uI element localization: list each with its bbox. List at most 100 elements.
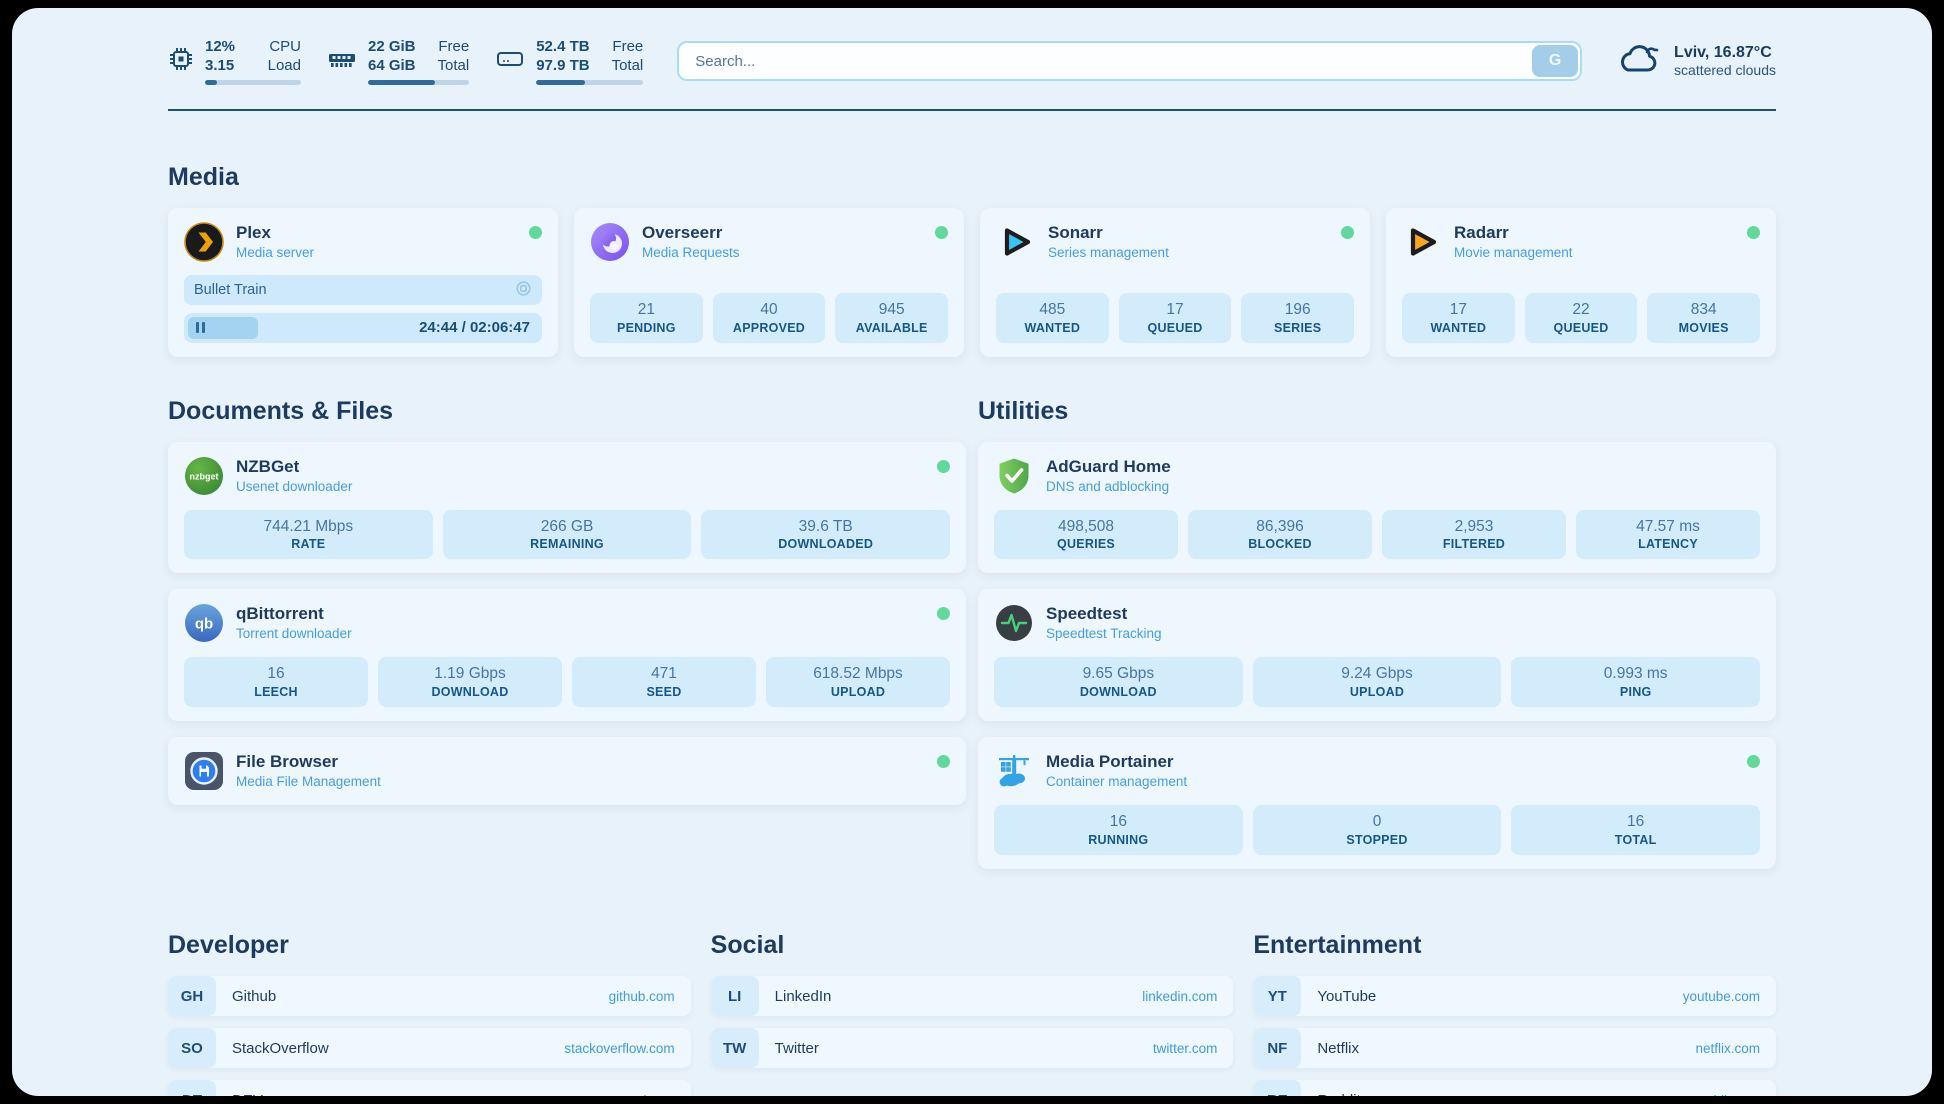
- stat-box-value: 40: [760, 300, 778, 318]
- system-stats: 12% 3.15 CPU Load 22 GiB 64 GiB: [168, 38, 644, 85]
- cpu-icon: [168, 46, 194, 77]
- stat-box-label: DOWNLOADED: [778, 537, 874, 552]
- link-url: linkedin.com: [1142, 988, 1218, 1004]
- status-online-dot: [1747, 225, 1760, 239]
- app-header[interactable]: Overseerr Media Requests: [590, 222, 948, 262]
- app-name: qBittorrent: [236, 604, 324, 624]
- link-badge: DT: [168, 1080, 216, 1096]
- app-subtitle: Speedtest Tracking: [1046, 626, 1162, 642]
- stat-box-label: BLOCKED: [1248, 537, 1312, 552]
- section-title-media: Media: [168, 162, 239, 191]
- app-name: Plex: [236, 222, 271, 242]
- adguard-icon: [994, 456, 1034, 496]
- app-card-nzbget[interactable]: nzbget NZBGet Usenet downloader 744.21 M…: [168, 441, 966, 574]
- link-row-linkedin[interactable]: LI LinkedIn linkedin.com: [710, 976, 1234, 1017]
- status-online-dot: [935, 225, 948, 239]
- app-header[interactable]: File Browser Media File Management: [184, 751, 950, 791]
- stat-box-value: 16: [1109, 813, 1127, 831]
- app-card-file-browser[interactable]: File Browser Media File Management: [168, 737, 966, 806]
- app-name: Sonarr: [1048, 222, 1103, 242]
- app-name: File Browser: [236, 752, 339, 772]
- link-row-youtube[interactable]: YT YouTube youtube.com: [1253, 976, 1776, 1017]
- link-url: netflix.com: [1695, 1040, 1760, 1056]
- app-subtitle: Series management: [1048, 244, 1169, 260]
- stat-box: 618.52 Mbps UPLOAD: [766, 657, 950, 708]
- link-row-twitter[interactable]: TW Twitter twitter.com: [710, 1028, 1234, 1069]
- svg-text:qb: qb: [195, 616, 213, 633]
- section-title-social: Social: [710, 931, 785, 960]
- link-name: DEV: [232, 1092, 263, 1096]
- nzbget-icon: nzbget: [184, 456, 224, 496]
- link-column-entertainment: Entertainment YT YouTube youtube.com NF …: [1253, 931, 1776, 1096]
- radarr-icon: [1402, 222, 1442, 262]
- weather-location-temp: Lviv, 16.87°C: [1674, 44, 1772, 62]
- search-engine-button[interactable]: G: [1532, 45, 1579, 78]
- stat-box-label: QUERIES: [1056, 537, 1115, 552]
- session-settings-button[interactable]: [515, 280, 532, 300]
- stat-box: 471 SEED: [572, 657, 756, 708]
- app-header[interactable]: Radarr Movie management: [1402, 222, 1760, 262]
- link-url: twitter.com: [1152, 1040, 1218, 1056]
- stat-box-label: STOPPED: [1346, 833, 1408, 848]
- app-header[interactable]: Media Portainer Container management: [994, 751, 1760, 791]
- stat-box: 834 MOVIES: [1647, 292, 1761, 343]
- status-online-dot: [937, 755, 950, 769]
- weather-condition: scattered clouds: [1674, 62, 1776, 79]
- stat-box-label: REMAINING: [530, 537, 604, 552]
- link-url: youtube.com: [1682, 988, 1760, 1004]
- stat-label-top: Free: [612, 38, 644, 55]
- app-card-adguard-home[interactable]: AdGuard Home DNS and adblocking 498,508 …: [978, 441, 1776, 574]
- app-header[interactable]: nzbget NZBGet Usenet downloader: [184, 456, 950, 496]
- stat-box-value: 744.21 Mbps: [263, 517, 354, 535]
- app-card-media-portainer[interactable]: Media Portainer Container management 16 …: [978, 737, 1776, 870]
- stat-box-value: 945: [878, 300, 905, 318]
- stat-box-value: 266 GB: [540, 517, 594, 535]
- link-badge: NF: [1253, 1028, 1302, 1069]
- link-badge: YT: [1253, 976, 1302, 1017]
- link-name: Github: [232, 987, 277, 1005]
- app-card-radarr[interactable]: Radarr Movie management 17 WANTED 22 QUE…: [1386, 207, 1776, 357]
- overseerr-icon: [590, 222, 630, 262]
- plex-icon: [184, 221, 224, 262]
- link-name: YouTube: [1317, 987, 1377, 1005]
- app-card-qbittorrent[interactable]: qb qBittorrent Torrent downloader 16 LEE…: [168, 589, 966, 722]
- app-card-overseerr[interactable]: Overseerr Media Requests 21 PENDING 40 A…: [574, 207, 964, 357]
- app-header[interactable]: Plex Media server: [184, 221, 542, 262]
- app-name: Speedtest: [1046, 604, 1128, 624]
- link-name: Twitter: [774, 1039, 819, 1057]
- qbittorrent-icon: qb: [184, 603, 224, 643]
- stat-box-value: 86,396: [1256, 517, 1304, 535]
- stat-box-value: 618.52 Mbps: [813, 665, 903, 683]
- app-card-speedtest[interactable]: Speedtest Speedtest Tracking 9.65 Gbps D…: [978, 589, 1776, 722]
- link-row-stackoverflow[interactable]: SO StackOverflow stackoverflow.com: [168, 1028, 691, 1069]
- portainer-icon: [994, 751, 1034, 791]
- app-header[interactable]: Sonarr Series management: [996, 222, 1354, 262]
- link-row-github[interactable]: GH Github github.com: [168, 976, 691, 1017]
- app-header[interactable]: AdGuard Home DNS and adblocking: [994, 456, 1760, 496]
- now-playing-row: Bullet Train: [184, 274, 542, 305]
- app-stat-row: 16 LEECH 1.19 Gbps DOWNLOAD 471 SEED 618…: [184, 643, 950, 708]
- utilities-column: Utilities AdGuard Home DNS and adblockin…: [978, 397, 1776, 870]
- stat-box-label: TOTAL: [1614, 833, 1657, 848]
- search-input[interactable]: [677, 41, 1583, 82]
- stat-box-value: 47.57 ms: [1636, 517, 1700, 535]
- stat-progress-bar: [205, 79, 301, 85]
- stat-box-value: 16: [1627, 813, 1645, 831]
- stat-box-value: 17: [1449, 300, 1467, 318]
- app-header[interactable]: qb qBittorrent Torrent downloader: [184, 603, 950, 643]
- playback-time: 24:44 / 02:06:47: [419, 319, 530, 336]
- app-card-sonarr[interactable]: Sonarr Series management 485 WANTED 17 Q…: [980, 207, 1370, 357]
- two-column-area: Documents & Files nzbget NZBGet Usenet d…: [168, 397, 1776, 870]
- app-header[interactable]: Speedtest Speedtest Tracking: [994, 603, 1760, 643]
- link-badge: LI: [710, 976, 759, 1017]
- system-stat: 12% 3.15 CPU Load: [168, 38, 301, 85]
- sonarr-icon: [996, 222, 1036, 262]
- link-row-dev[interactable]: DT DEV dev.to: [168, 1080, 691, 1096]
- link-row-reddit[interactable]: RE Reddit reddit.com: [1253, 1080, 1776, 1096]
- link-row-netflix[interactable]: NF Netflix netflix.com: [1253, 1028, 1776, 1069]
- dashboard-window: 12% 3.15 CPU Load 22 GiB 64 GiB: [12, 8, 1932, 1096]
- app-subtitle: Torrent downloader: [236, 626, 352, 642]
- app-card-plex[interactable]: Plex Media server Bullet Train 24:44 / 0…: [168, 207, 558, 357]
- app-stat-row: 744.21 Mbps RATE 266 GB REMAINING 39.6 T…: [184, 496, 951, 560]
- stat-box: 945 AVAILABLE: [835, 292, 949, 343]
